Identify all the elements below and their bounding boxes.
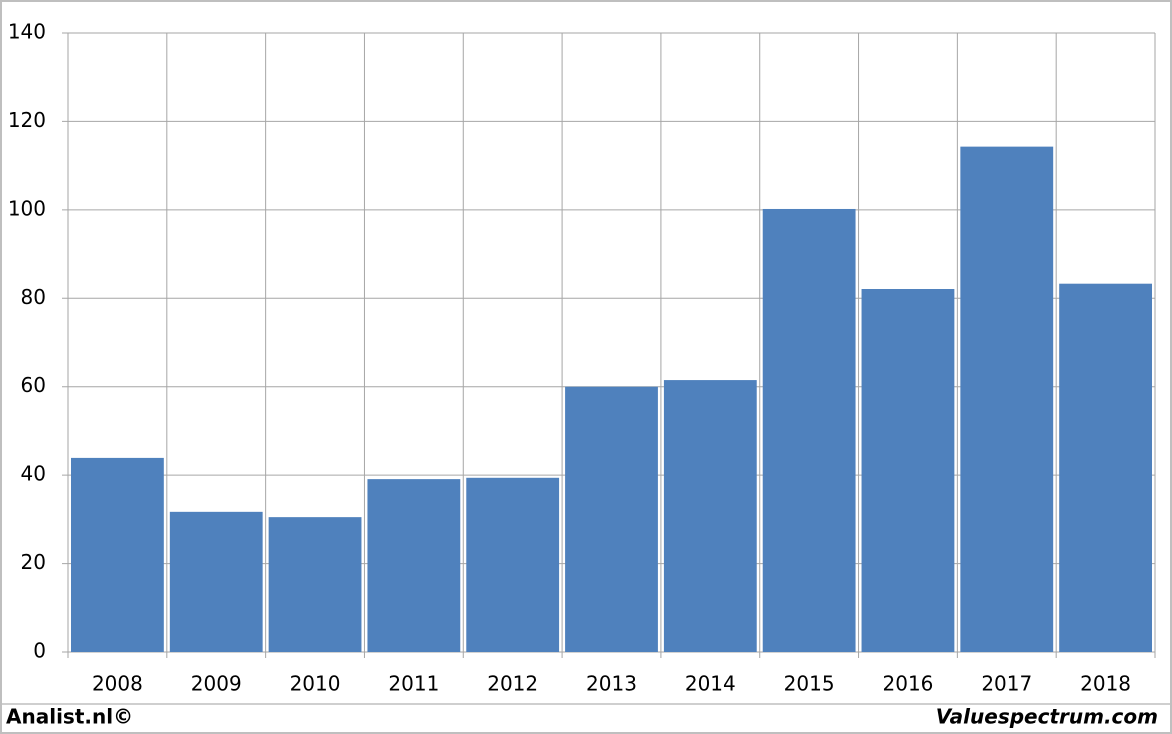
bar	[268, 517, 362, 652]
y-tick-label: 100	[8, 196, 46, 220]
x-tick-label: 2013	[586, 672, 637, 696]
x-tick-label: 2008	[92, 672, 143, 696]
bar	[861, 289, 955, 652]
y-tick-label: 20	[21, 550, 46, 574]
x-tick-label: 2010	[290, 672, 341, 696]
y-tick-label: 120	[8, 108, 46, 132]
x-tick-label: 2014	[685, 672, 736, 696]
y-tick-label: 40	[21, 462, 46, 486]
bar	[663, 380, 757, 652]
x-tick-label: 2012	[487, 672, 538, 696]
bar	[960, 146, 1054, 652]
bar	[1059, 283, 1152, 652]
bar	[762, 208, 856, 653]
footer-left: Analist.nl©	[6, 705, 133, 729]
y-tick-label: 0	[33, 639, 46, 663]
bar	[565, 386, 658, 652]
footer-right: Valuespectrum.com	[936, 705, 1158, 729]
x-tick-label: 2009	[191, 672, 242, 696]
bar	[169, 511, 263, 652]
x-tick-label: 2016	[883, 672, 934, 696]
bar	[367, 479, 461, 652]
x-tick-label: 2018	[1080, 672, 1131, 696]
bar	[71, 457, 164, 652]
y-tick-label: 80	[21, 285, 46, 309]
bar	[466, 477, 560, 652]
y-tick-label: 140	[8, 20, 46, 44]
x-tick-label: 2017	[981, 672, 1032, 696]
x-tick-label: 2015	[784, 672, 835, 696]
y-tick-label: 60	[21, 373, 46, 397]
x-tick-label: 2011	[388, 672, 439, 696]
